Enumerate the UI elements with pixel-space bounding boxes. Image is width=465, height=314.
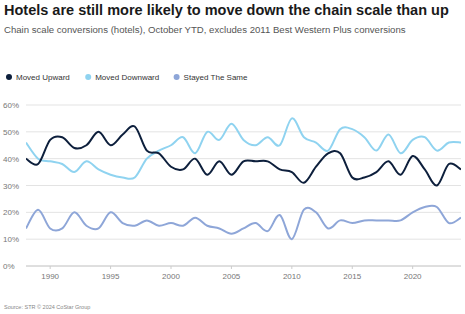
grid-line — [26, 239, 461, 240]
subtitle: Chain scale conversions (hotels), Octobe… — [4, 24, 406, 35]
x-tick-label: 2015 — [343, 272, 361, 281]
y-tick-label: 0% — [3, 262, 15, 271]
series-line — [26, 126, 461, 186]
y-tick-label: 20% — [3, 208, 19, 217]
x-tick-label: 2020 — [404, 272, 422, 281]
x-tick-label: 2000 — [162, 272, 180, 281]
legend-swatch — [174, 74, 180, 80]
legend-swatch — [85, 74, 91, 80]
y-tick-label: 10% — [3, 235, 19, 244]
title: Hotels are still more likely to move dow… — [4, 2, 449, 18]
grid-line — [26, 266, 461, 267]
series-line — [26, 206, 461, 240]
grid-line — [26, 105, 461, 106]
x-axis — [26, 266, 461, 267]
y-tick-label: 50% — [3, 128, 19, 137]
legend-label: Moved Downward — [95, 73, 159, 82]
chart: Hotels are still more likely to move dow… — [0, 0, 465, 314]
x-tick-label: 2010 — [283, 272, 301, 281]
x-tick-label: 1995 — [102, 272, 120, 281]
x-tick-label: 2005 — [223, 272, 241, 281]
plot-area — [26, 118, 461, 239]
grid-line — [26, 131, 461, 132]
grid-line — [26, 185, 461, 186]
legend-label: Stayed The Same — [184, 73, 248, 82]
legend-swatch — [6, 74, 12, 80]
y-tick-label: 40% — [3, 155, 19, 164]
grid-line — [26, 212, 461, 213]
x-tick-label: 1990 — [41, 272, 59, 281]
y-tick-label: 60% — [3, 101, 19, 110]
source: Source: STR © 2024 CoStar Group — [4, 304, 90, 310]
legend-label: Moved Upward — [16, 73, 70, 82]
grid-line — [26, 158, 461, 159]
y-tick-label: 30% — [3, 182, 19, 191]
